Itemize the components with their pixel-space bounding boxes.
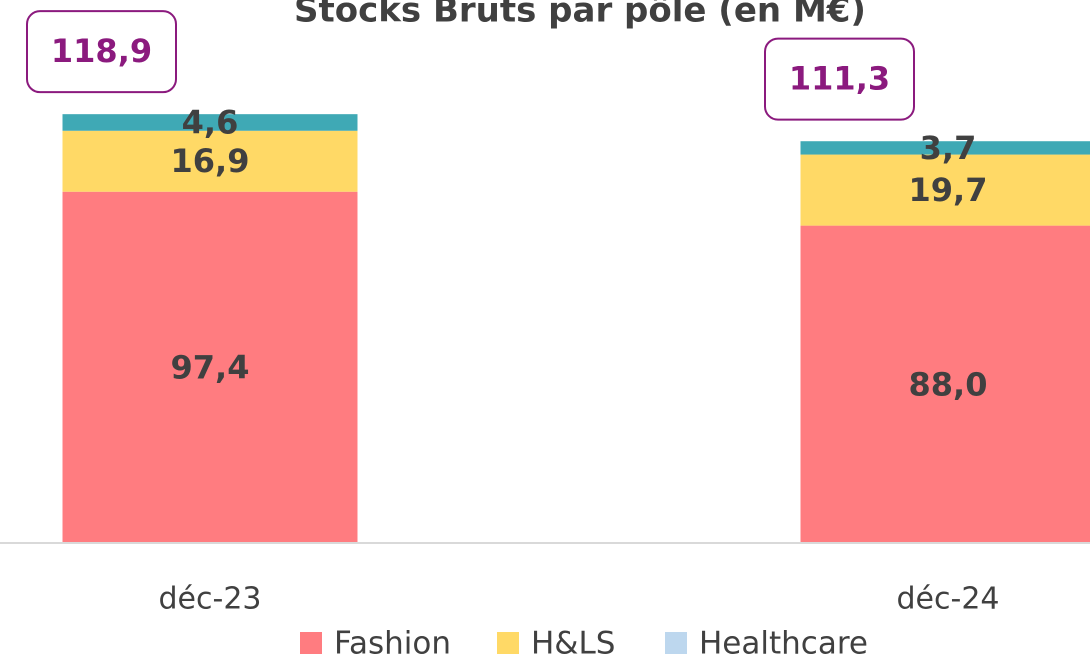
total-box xyxy=(764,37,915,121)
legend-label: Healthcare xyxy=(699,626,868,660)
x-tick-label: déc-23 xyxy=(159,582,262,617)
legend-swatch xyxy=(665,632,687,654)
bar-segment xyxy=(800,154,1090,226)
data-label: 88,0 xyxy=(909,365,988,403)
bar-segment xyxy=(62,191,358,543)
total-label: 111,3 xyxy=(789,60,890,98)
total-label: 118,9 xyxy=(51,32,152,70)
legend-label: Fashion xyxy=(334,626,451,660)
data-label: 3,7 xyxy=(920,129,977,167)
chart-title: Stocks Bruts par pôle (en M€) xyxy=(294,0,866,31)
bar-segment xyxy=(800,225,1090,543)
legend-label: H&LS xyxy=(531,626,615,660)
legend-swatch xyxy=(300,632,322,654)
bar-segment xyxy=(62,130,358,192)
total-box xyxy=(26,10,177,94)
data-label: 16,9 xyxy=(171,142,250,180)
bar-segment xyxy=(62,114,358,131)
legend-swatch xyxy=(497,632,519,654)
data-label: 97,4 xyxy=(171,348,250,386)
bar-segment xyxy=(800,141,1090,155)
data-label: 4,6 xyxy=(182,103,239,141)
x-tick-label: déc-24 xyxy=(897,582,1000,617)
data-label: 19,7 xyxy=(909,171,988,209)
